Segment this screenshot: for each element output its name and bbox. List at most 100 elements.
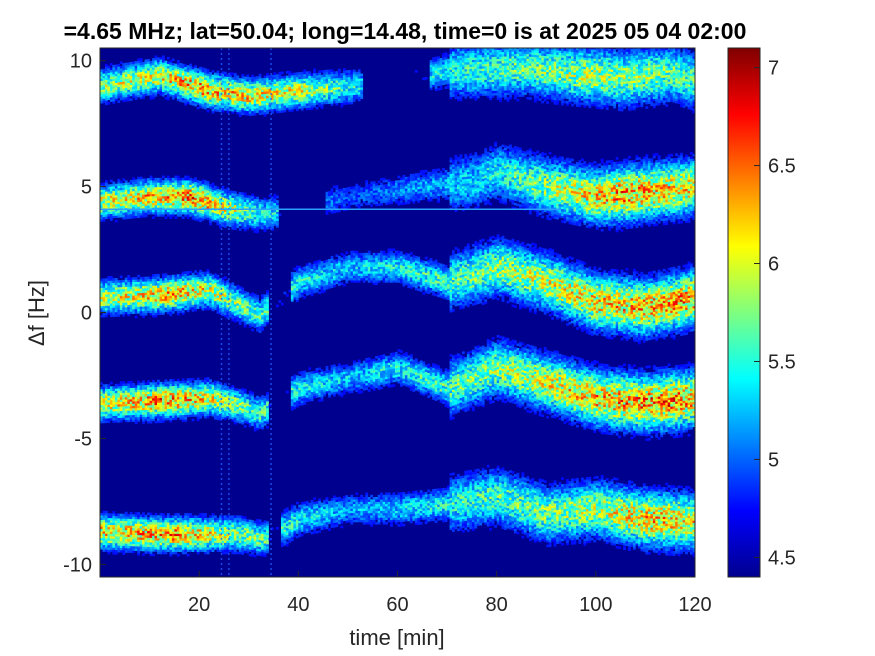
heat-cell: [130, 214, 133, 217]
heat-cell: [291, 89, 294, 92]
heat-cell: [482, 89, 485, 92]
heat-cell: [499, 77, 502, 80]
heat-cell: [279, 95, 282, 98]
heat-cell: [135, 216, 138, 219]
heat-cell: [341, 98, 344, 101]
heat-cell: [147, 183, 150, 186]
heat-cell: [519, 81, 522, 84]
heat-cell: [174, 66, 177, 69]
heat-cell: [254, 111, 257, 114]
heat-cell: [256, 99, 259, 102]
heat-cell: [271, 95, 274, 98]
heat-cell: [621, 95, 624, 98]
heat-cell: [596, 61, 599, 64]
heat-cell: [504, 45, 507, 48]
heat-cell: [452, 90, 455, 93]
heat-cell: [321, 93, 324, 96]
heat-cell: [172, 83, 175, 86]
heat-cell: [680, 73, 683, 76]
heat-cell: [472, 44, 475, 47]
heat-cell: [279, 85, 282, 88]
heat-cell: [179, 95, 182, 98]
heat-cell: [554, 77, 557, 80]
heat-cell: [251, 95, 254, 98]
heat-cell: [127, 87, 130, 90]
heat-cell: [502, 90, 505, 93]
heat-cell: [641, 62, 644, 65]
heat-cell: [489, 50, 492, 53]
heat-cell: [288, 103, 291, 106]
heat-cell: [447, 84, 450, 87]
heat-cell: [313, 78, 316, 81]
heat-cell: [293, 93, 296, 96]
heat-cell: [167, 176, 170, 179]
heat-cell: [266, 80, 269, 83]
heat-cell: [167, 77, 170, 80]
heat-cell: [236, 103, 239, 106]
heat-cell: [207, 99, 210, 102]
heat-cell: [685, 102, 688, 105]
heat-cell: [611, 49, 614, 52]
heat-cell: [105, 98, 108, 101]
heat-cell: [569, 81, 572, 84]
heat-cell: [678, 61, 681, 64]
heat-cell: [316, 91, 319, 94]
heat-cell: [559, 73, 562, 76]
heat-cell: [658, 57, 661, 60]
heat-cell: [616, 79, 619, 82]
heat-cell: [534, 66, 537, 69]
heat-cell: [460, 90, 463, 93]
heat-cell: [544, 56, 547, 59]
heat-cell: [125, 81, 128, 84]
heat-cell: [645, 70, 648, 73]
heat-cell: [469, 55, 472, 58]
heat-cell: [541, 94, 544, 97]
heat-cell: [593, 65, 596, 68]
heat-cell: [264, 112, 267, 115]
heat-cell: [276, 111, 279, 114]
heat-cell: [541, 55, 544, 58]
heat-cell: [586, 76, 589, 79]
heat-cell: [606, 67, 609, 70]
heat-cell: [564, 51, 567, 54]
heat-cell: [581, 98, 584, 101]
heat-cell: [484, 66, 487, 69]
heat-cell: [308, 87, 311, 90]
heat-cell: [549, 54, 552, 57]
heat-cell: [117, 193, 120, 196]
heat-cell: [613, 56, 616, 59]
heat-cell: [169, 67, 172, 70]
heat-cell: [497, 97, 500, 100]
heat-cell: [658, 51, 661, 54]
heat-cell: [140, 90, 143, 93]
heat-cell: [544, 69, 547, 72]
heat-cell: [440, 65, 443, 68]
heat-cell: [554, 93, 557, 96]
heat-cell: [618, 81, 621, 84]
heat-cell: [524, 54, 527, 57]
heat-cell: [187, 72, 190, 75]
heat-cell: [187, 65, 190, 68]
heat-cell: [321, 82, 324, 85]
heat-cell: [308, 71, 311, 74]
heat-cell: [653, 69, 656, 72]
heat-cell: [350, 102, 353, 105]
heat-cell: [301, 108, 304, 111]
heat-cell: [345, 70, 348, 73]
heat-cell: [507, 86, 510, 89]
heat-cell: [554, 54, 557, 57]
heat-cell: [435, 84, 438, 87]
heat-cell: [588, 65, 591, 68]
heat-cell: [643, 86, 646, 89]
heat-cell: [586, 58, 589, 61]
heat-cell: [336, 76, 339, 79]
heat-cell: [504, 61, 507, 64]
heat-cell: [239, 96, 242, 99]
heat-cell: [152, 205, 155, 208]
heat-cell: [636, 89, 639, 92]
heat-cell: [194, 81, 197, 84]
heat-cell: [482, 77, 485, 80]
heat-cell: [162, 212, 165, 215]
heat-cell: [658, 78, 661, 81]
heat-cell: [145, 201, 148, 204]
